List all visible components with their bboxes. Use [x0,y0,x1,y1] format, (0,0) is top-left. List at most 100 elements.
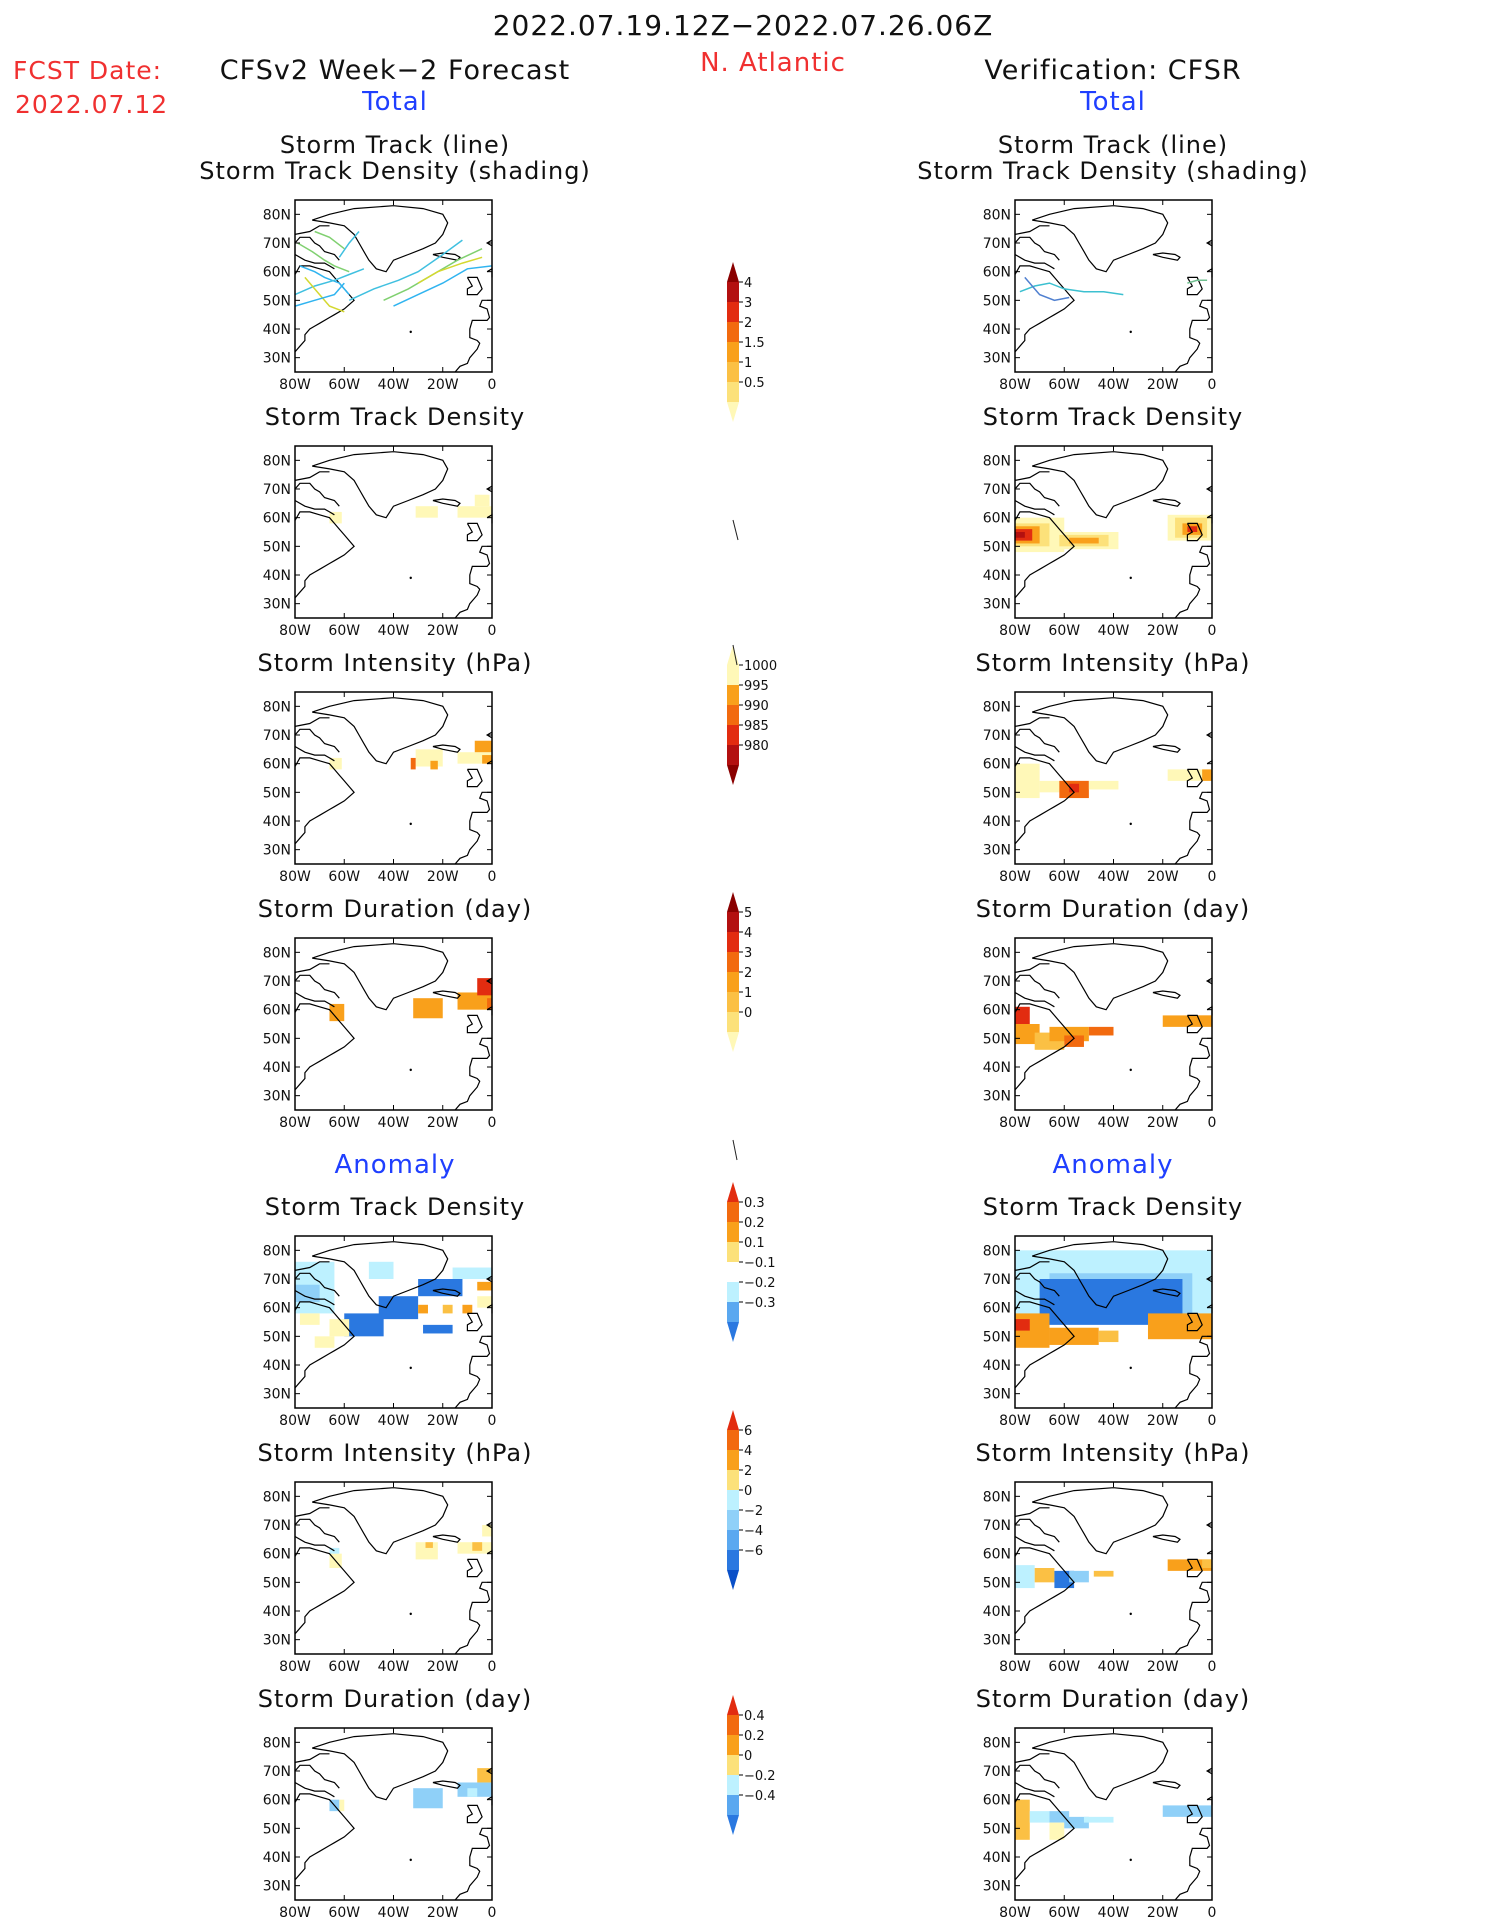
y-tick-label: 60N [983,1003,1011,1019]
y-tick-label: 40N [263,1604,291,1620]
y-tick-label: 50N [263,539,291,555]
heatmap-cell [1167,1559,1212,1571]
storm-track-line [297,242,350,273]
colorbar-swatch [727,382,739,402]
coastline [1014,717,1050,727]
fcst-date-label: FCST Date: [13,56,163,85]
coastline [1014,1301,1075,1389]
y-tick-label: 60N [263,757,291,773]
colorbar-swatch [727,1262,739,1282]
colorbar-label: −0.1 [744,1256,776,1271]
y-tick-label: 70N [263,1764,291,1780]
heatmap-cell [487,998,492,1010]
coastline [466,1558,483,1578]
y-tick-label: 70N [983,1272,1011,1288]
y-tick-label: 30N [263,1879,291,1895]
y-tick-label: 80N [983,1489,1011,1505]
cb-anom-duration: 0.4 0.2 0 −0.2 −0.4 [727,1695,776,1835]
x-tick-label: 80W [999,623,1031,639]
y-tick-label: 30N [263,351,291,367]
heatmap-cell [457,752,492,764]
heatmap-cell [474,494,490,507]
coastline [1014,1764,1060,1789]
coastline [294,745,335,762]
coastline [312,1733,449,1801]
region-title: N. Atlantic [700,48,846,78]
coastline [454,1827,492,1901]
y-tick-label: 50N [983,293,1011,309]
heatmap-cell [329,1547,340,1554]
x-tick-label: 80W [279,1115,311,1131]
colorbar-label: −0.4 [744,1789,776,1804]
colorbar-swatch [727,745,739,765]
panel-title-track-shading: Storm Track Density (shading) [199,157,591,185]
coastline [1032,697,1169,765]
y-tick-label: 30N [263,1633,291,1649]
verif-total-track-panel: 80W 60W 40W 20W 0 80N 70N 60N 50N 40N 30N [983,199,1216,393]
colorbar-label: 4 [744,276,752,291]
coastline [432,1534,461,1543]
y-tick-label: 70N [983,1764,1011,1780]
colorbar-label: 980 [744,739,769,754]
x-tick-label: 0 [488,1659,497,1675]
heatmap-cell [442,1304,453,1314]
coastline [294,1518,340,1543]
coastline [294,991,335,1008]
y-tick-label: 40N [263,1358,291,1374]
x-tick-label: 40W [378,1905,410,1921]
colorbar-swatch [727,1775,739,1795]
colorbar-swatch [727,1795,739,1815]
coastline [1014,1507,1050,1517]
x-tick-label: 80W [279,1905,311,1921]
colorbar-label: 990 [744,699,769,714]
coastline [432,1780,461,1789]
storm-track-line [1019,282,1124,296]
heatmap-cell [1049,1822,1065,1840]
storm-track-line [338,231,360,258]
heatmap-cell [1015,1799,1030,1840]
heatmap-cell [299,1313,320,1325]
coastline [294,1753,330,1763]
x-tick-label: 40W [378,869,410,885]
colorbar-label: 0 [744,1006,752,1021]
x-tick-label: 40W [1098,623,1130,639]
heatmap-cell [413,998,443,1019]
y-tick-label: 70N [263,482,291,498]
colorbar-swatch [727,665,739,685]
x-tick-label: 80W [279,1413,311,1429]
colorbar-swatch [727,1530,739,1550]
colorbar-label: 5 [744,906,752,921]
y-tick-label: 70N [263,1518,291,1534]
verif-anom-density-panel: 80W 60W 40W 20W 0 80N 70N 60N 50N 40N 30N [983,1235,1216,1429]
y-tick-label: 80N [263,945,291,961]
heatmap-cell [295,1284,320,1302]
x-tick-label: 0 [488,869,497,885]
y-tick-label: 70N [263,1272,291,1288]
colorbar-label: −2 [744,1504,763,1519]
x-tick-label: 20W [427,377,459,393]
colorbar-label: 0.1 [744,1236,765,1251]
y-tick-label: 30N [983,1387,1011,1403]
coastline [294,963,330,973]
x-tick-label: 0 [1208,623,1217,639]
fcst-anom-duration-panel: 80W 60W 40W 20W 0 80N 70N 60N 50N 40N 30N [263,1727,496,1921]
coastline [1174,299,1212,373]
fcst-total-track-panel: 80W 60W 40W 20W 0 80N 70N 60N 50N 40N 30N [263,199,496,393]
coastline [294,236,340,261]
coastline [1152,744,1181,753]
coastline [1032,943,1169,1011]
x-tick-label: 80W [279,623,311,639]
y-tick-label: 80N [263,1735,291,1751]
coastline [1186,276,1203,296]
heatmap-cell [1069,1570,1089,1583]
coastline [1014,1793,1075,1881]
panel-title-anom-intensity: Storm Intensity (hPa) [257,1439,533,1467]
coastline [294,511,355,599]
panel-title-density: Storm Track Density [982,403,1244,431]
colorbar-label: 0.2 [744,1729,765,1744]
x-tick-label: 60W [1048,1659,1080,1675]
colorbar-swatch [727,1012,739,1032]
heatmap-cell [1088,780,1119,790]
fcst-total-density-panel: 80W 60W 40W 20W 0 80N 70N 60N 50N 40N 30N [263,445,496,639]
coastline [312,697,449,765]
